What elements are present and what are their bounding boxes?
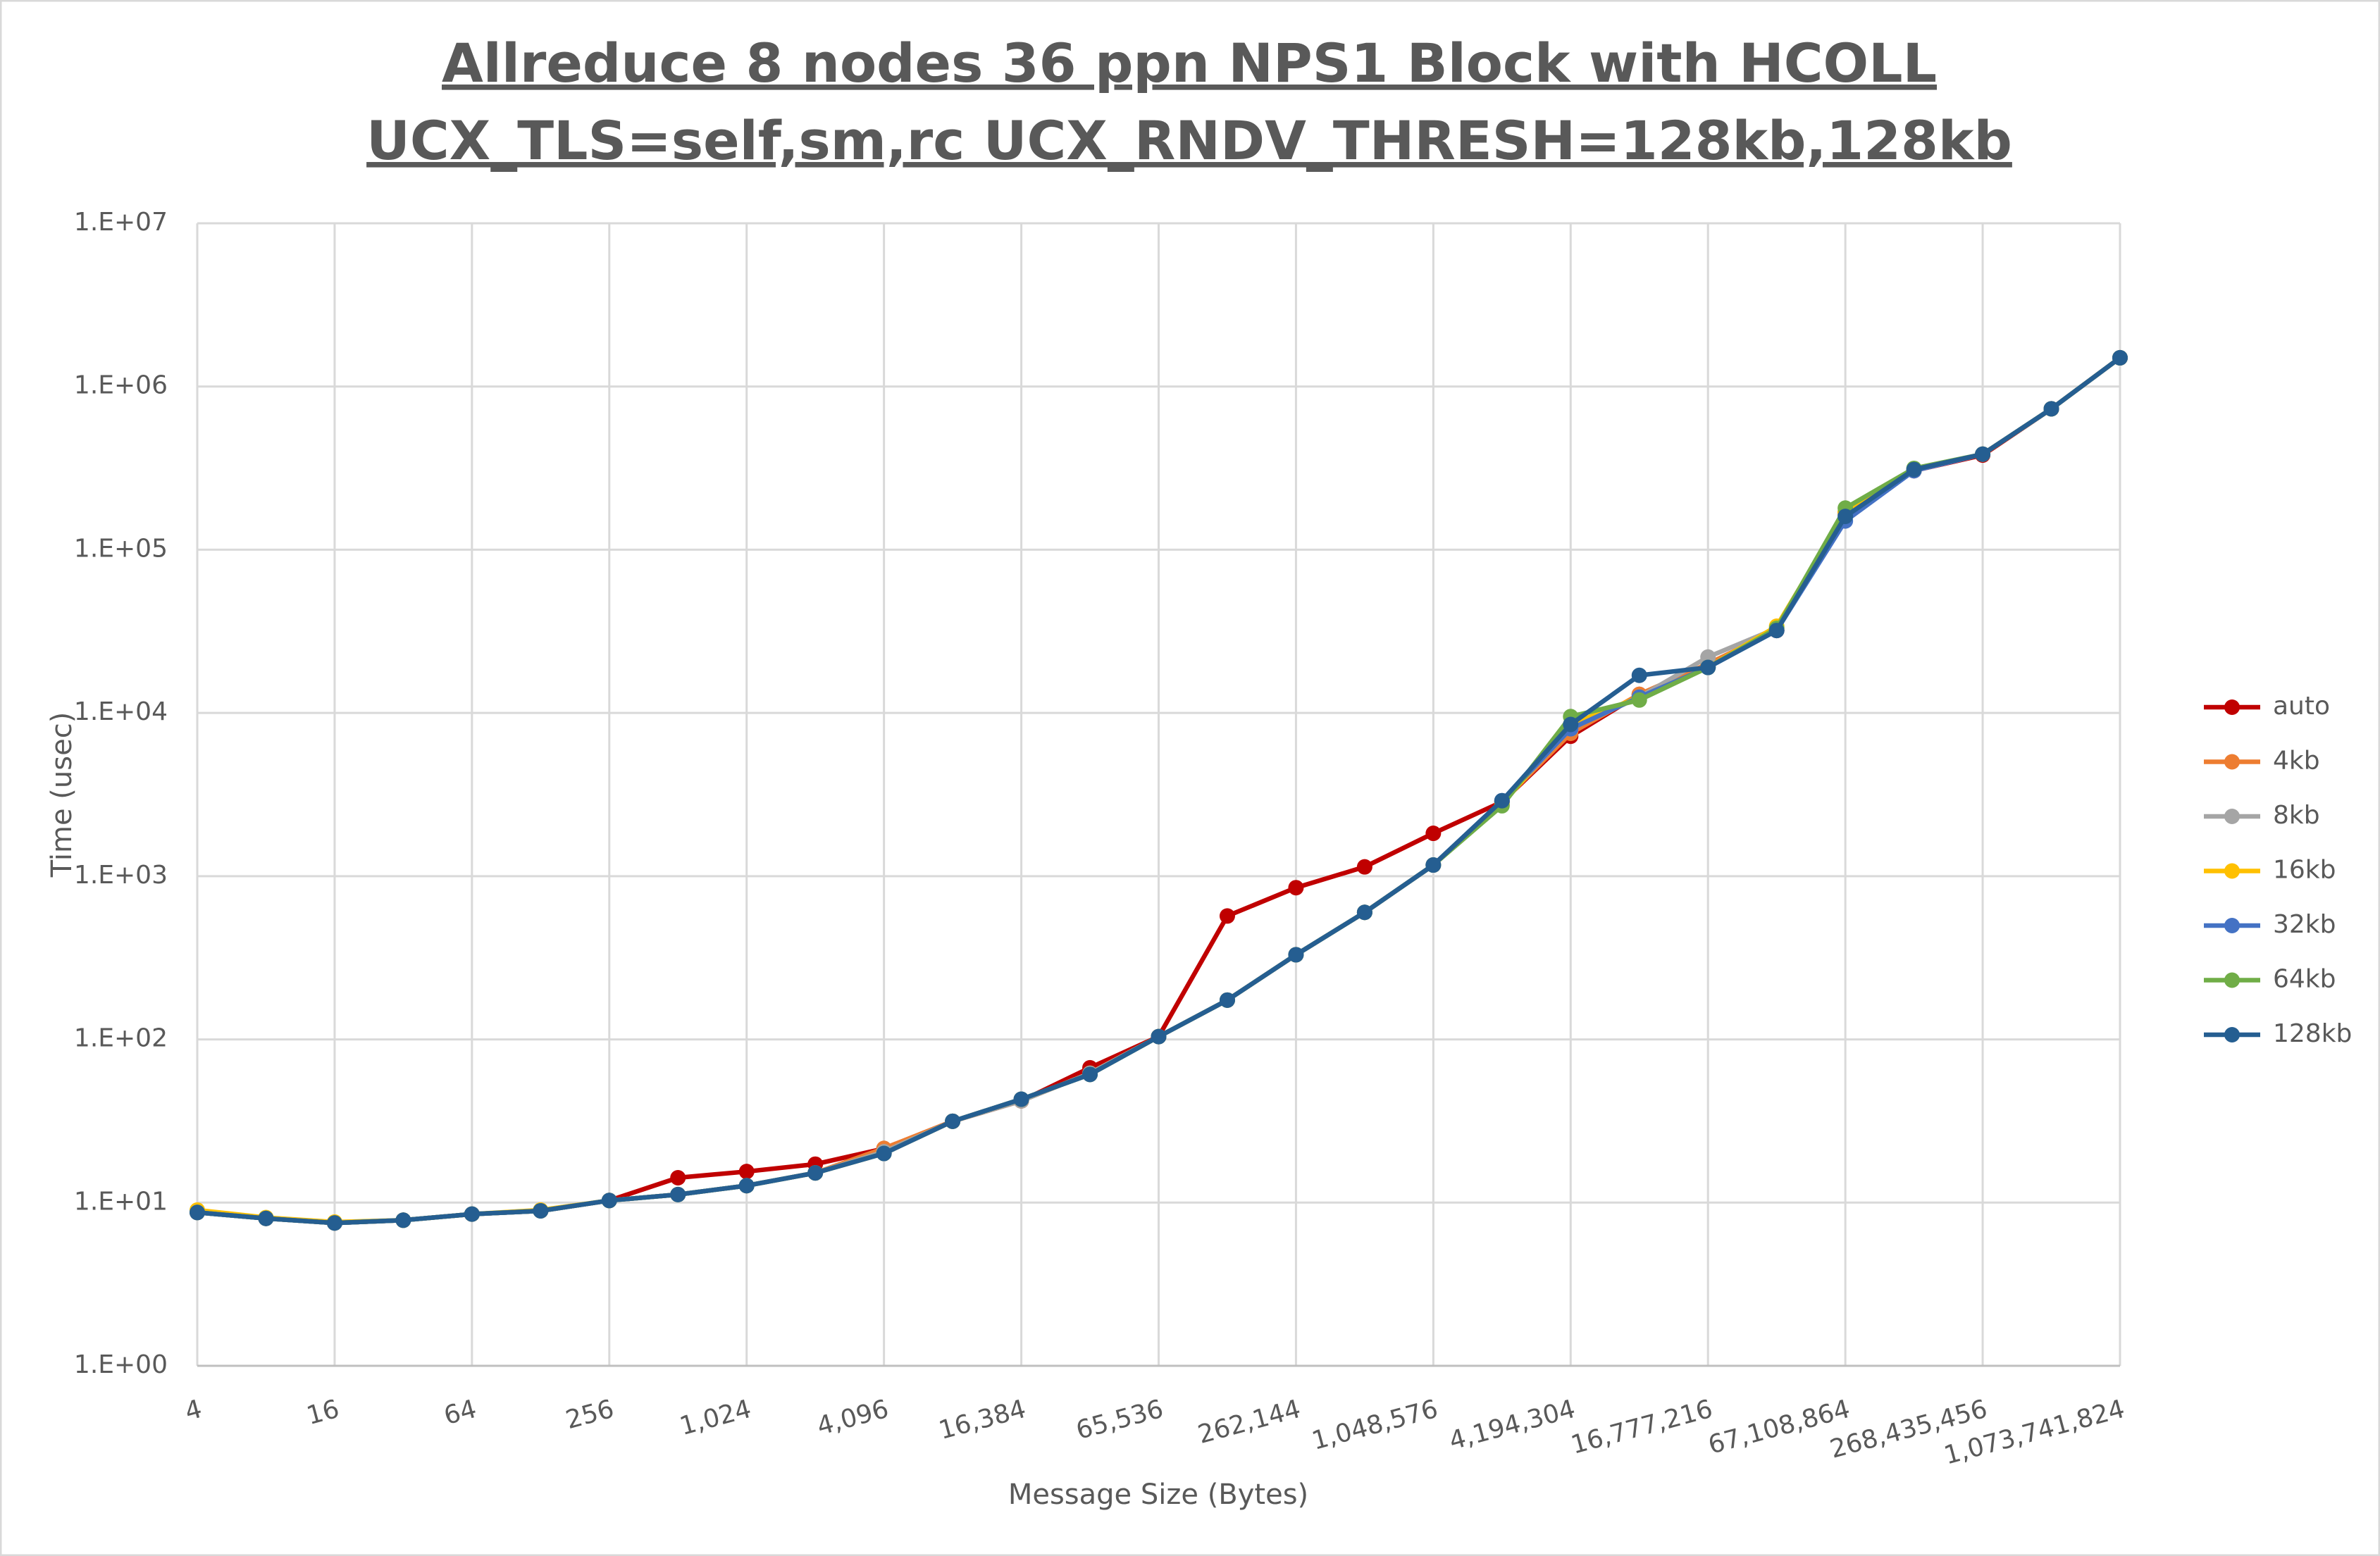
data-point [738,1164,755,1180]
data-point [1288,947,1304,963]
legend-marker [2224,809,2240,824]
data-point [1975,446,1991,462]
data-point [1013,1091,1029,1107]
legend-label: 128kb [2273,1019,2352,1048]
data-point [190,1205,205,1221]
data-point [1082,1066,1098,1083]
legend-marker [2224,863,2240,879]
data-point [1356,904,1372,921]
data-point [395,1212,411,1228]
data-point [326,1215,342,1231]
data-point [2043,401,2059,417]
data-point [738,1178,755,1194]
data-point [1494,792,1510,809]
data-point [1837,509,1854,525]
legend-marker [2224,918,2240,933]
data-point [1700,659,1716,676]
data-point [1768,623,1785,639]
chart-subtitle: UCX_TLS=self,sm,rc UCX_RNDV_THRESH=128kb… [366,109,2012,172]
data-point [1563,716,1579,733]
y-tick-label: 1.E+02 [74,1024,168,1053]
data-point [464,1206,480,1222]
y-tick-label: 1.E+05 [74,534,168,563]
y-axis-title: Time (usec) [46,712,78,878]
data-point [876,1145,892,1162]
data-point [1425,857,1442,873]
x-axis-title: Message Size (Bytes) [1008,1479,1308,1511]
data-point [1219,908,1235,924]
legend-marker [2224,699,2240,715]
chart-title: Allreduce 8 nodes 36 ppn NPS1 Block with… [442,32,1937,94]
legend-marker [2224,1027,2240,1042]
data-point [2112,349,2128,366]
y-tick-label: 1.E+06 [74,371,168,400]
y-tick-label: 1.E+04 [74,697,168,726]
y-tick-label: 1.E+01 [74,1187,168,1216]
data-point [533,1203,549,1219]
legend-label: auto [2273,692,2330,721]
data-point [807,1165,824,1181]
y-tick-label: 1.E+00 [74,1350,168,1379]
legend-label: 64kb [2273,965,2336,994]
legend-label: 8kb [2273,801,2320,830]
data-point [1151,1028,1167,1045]
data-point [1425,826,1442,842]
data-point [1631,667,1647,683]
legend-marker [2224,754,2240,770]
data-point [670,1169,686,1185]
data-point [601,1193,617,1209]
data-point [670,1186,686,1202]
data-point [1288,880,1304,896]
data-point [1219,992,1235,1008]
data-point [945,1113,961,1129]
legend-marker [2224,972,2240,988]
legend-label: 32kb [2273,910,2336,939]
legend-label: 4kb [2273,747,2320,776]
data-point [1356,859,1372,875]
data-point [1906,461,1922,478]
y-tick-label: 1.E+07 [74,208,168,237]
y-tick-label: 1.E+03 [74,861,168,890]
data-point [1631,692,1647,708]
data-point [258,1210,274,1226]
legend-label: 16kb [2273,856,2336,885]
